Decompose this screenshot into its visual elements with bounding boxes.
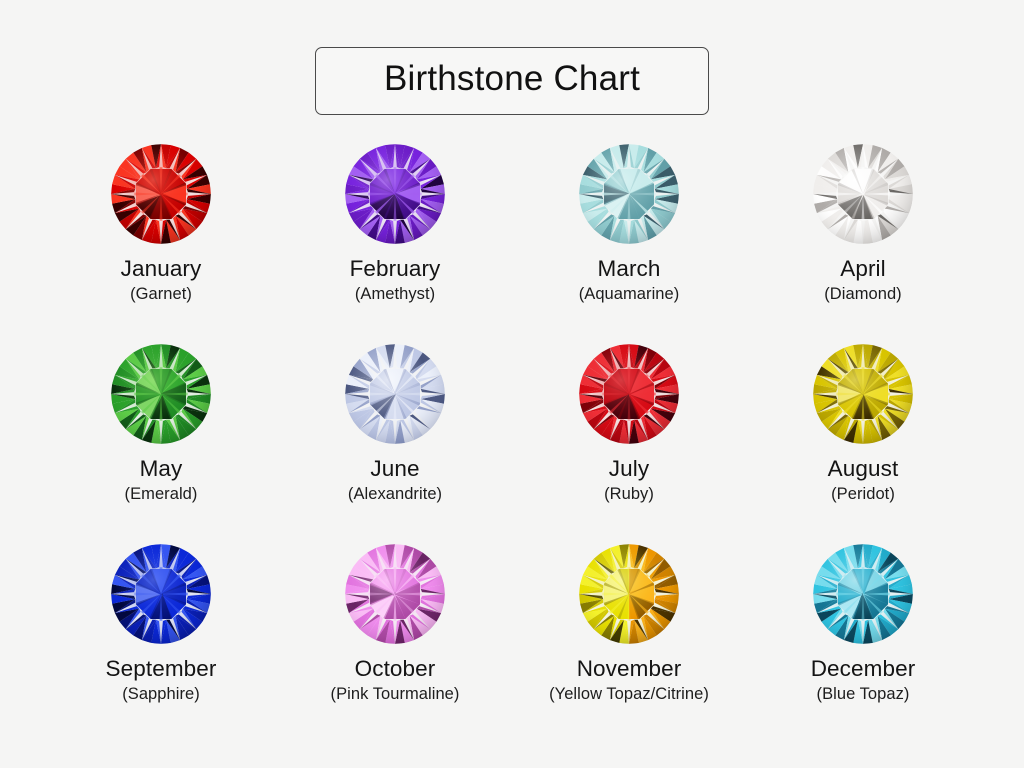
round-brilliant-gem-icon xyxy=(577,142,681,246)
month-label: May xyxy=(139,455,183,481)
birthstone-cell-november[interactable]: November (Yellow Topaz/Citrine) xyxy=(512,542,746,742)
stone-label: (Aquamarine) xyxy=(578,285,680,304)
month-label: December xyxy=(810,655,916,681)
stone-label: (Diamond) xyxy=(824,285,902,304)
round-brilliant-gem-icon xyxy=(109,542,213,646)
month-label: October xyxy=(354,655,436,681)
birthstone-cell-february[interactable]: February (Amethyst) xyxy=(278,142,512,342)
birthstone-grid: January (Garnet) February (Amethyst) March (A… xyxy=(0,142,1024,742)
birthstone-cell-january[interactable]: January (Garnet) xyxy=(44,142,278,342)
stone-label: (Blue Topaz) xyxy=(816,685,910,704)
stone-label: (Garnet) xyxy=(130,285,192,304)
title-container: Birthstone Chart xyxy=(0,0,1024,115)
month-label: April xyxy=(840,255,886,281)
round-brilliant-gem-icon xyxy=(811,142,915,246)
round-brilliant-gem-icon xyxy=(577,342,681,446)
round-brilliant-gem-icon xyxy=(343,342,447,446)
round-brilliant-gem-icon xyxy=(811,342,915,446)
month-label: March xyxy=(597,255,661,281)
birthstone-cell-september[interactable]: September (Sapphire) xyxy=(44,542,278,742)
month-label: February xyxy=(349,255,441,281)
round-brilliant-gem-icon xyxy=(577,542,681,646)
round-brilliant-gem-icon xyxy=(109,342,213,446)
stone-label: (Pink Tourmaline) xyxy=(330,685,460,704)
month-label: July xyxy=(608,455,650,481)
round-brilliant-gem-icon xyxy=(109,142,213,246)
stone-label: (Peridot) xyxy=(831,485,895,504)
month-label: January xyxy=(120,255,202,281)
birthstone-cell-april[interactable]: April (Diamond) xyxy=(746,142,980,342)
round-brilliant-gem-icon xyxy=(811,542,915,646)
birthstone-cell-october[interactable]: October (Pink Tourmaline) xyxy=(278,542,512,742)
stone-label: (Amethyst) xyxy=(354,285,436,304)
birthstone-cell-june[interactable]: June (Alexandrite) xyxy=(278,342,512,542)
birthstone-cell-march[interactable]: March (Aquamarine) xyxy=(512,142,746,342)
title-box: Birthstone Chart xyxy=(315,47,709,115)
stone-label: (Emerald) xyxy=(124,485,198,504)
month-label: November xyxy=(576,655,682,681)
stone-label: (Alexandrite) xyxy=(347,485,443,504)
round-brilliant-gem-icon xyxy=(343,142,447,246)
stone-label: (Sapphire) xyxy=(122,685,200,704)
month-label: September xyxy=(105,655,217,681)
round-brilliant-gem-icon xyxy=(343,542,447,646)
birthstone-cell-july[interactable]: July (Ruby) xyxy=(512,342,746,542)
month-label: June xyxy=(370,455,420,481)
month-label: August xyxy=(827,455,899,481)
stone-label: (Ruby) xyxy=(604,485,654,504)
birthstone-cell-may[interactable]: May (Emerald) xyxy=(44,342,278,542)
stone-label: (Yellow Topaz/Citrine) xyxy=(549,685,709,704)
birthstone-cell-december[interactable]: December (Blue Topaz) xyxy=(746,542,980,742)
birthstone-cell-august[interactable]: August (Peridot) xyxy=(746,342,980,542)
page-title: Birthstone Chart xyxy=(383,59,641,98)
